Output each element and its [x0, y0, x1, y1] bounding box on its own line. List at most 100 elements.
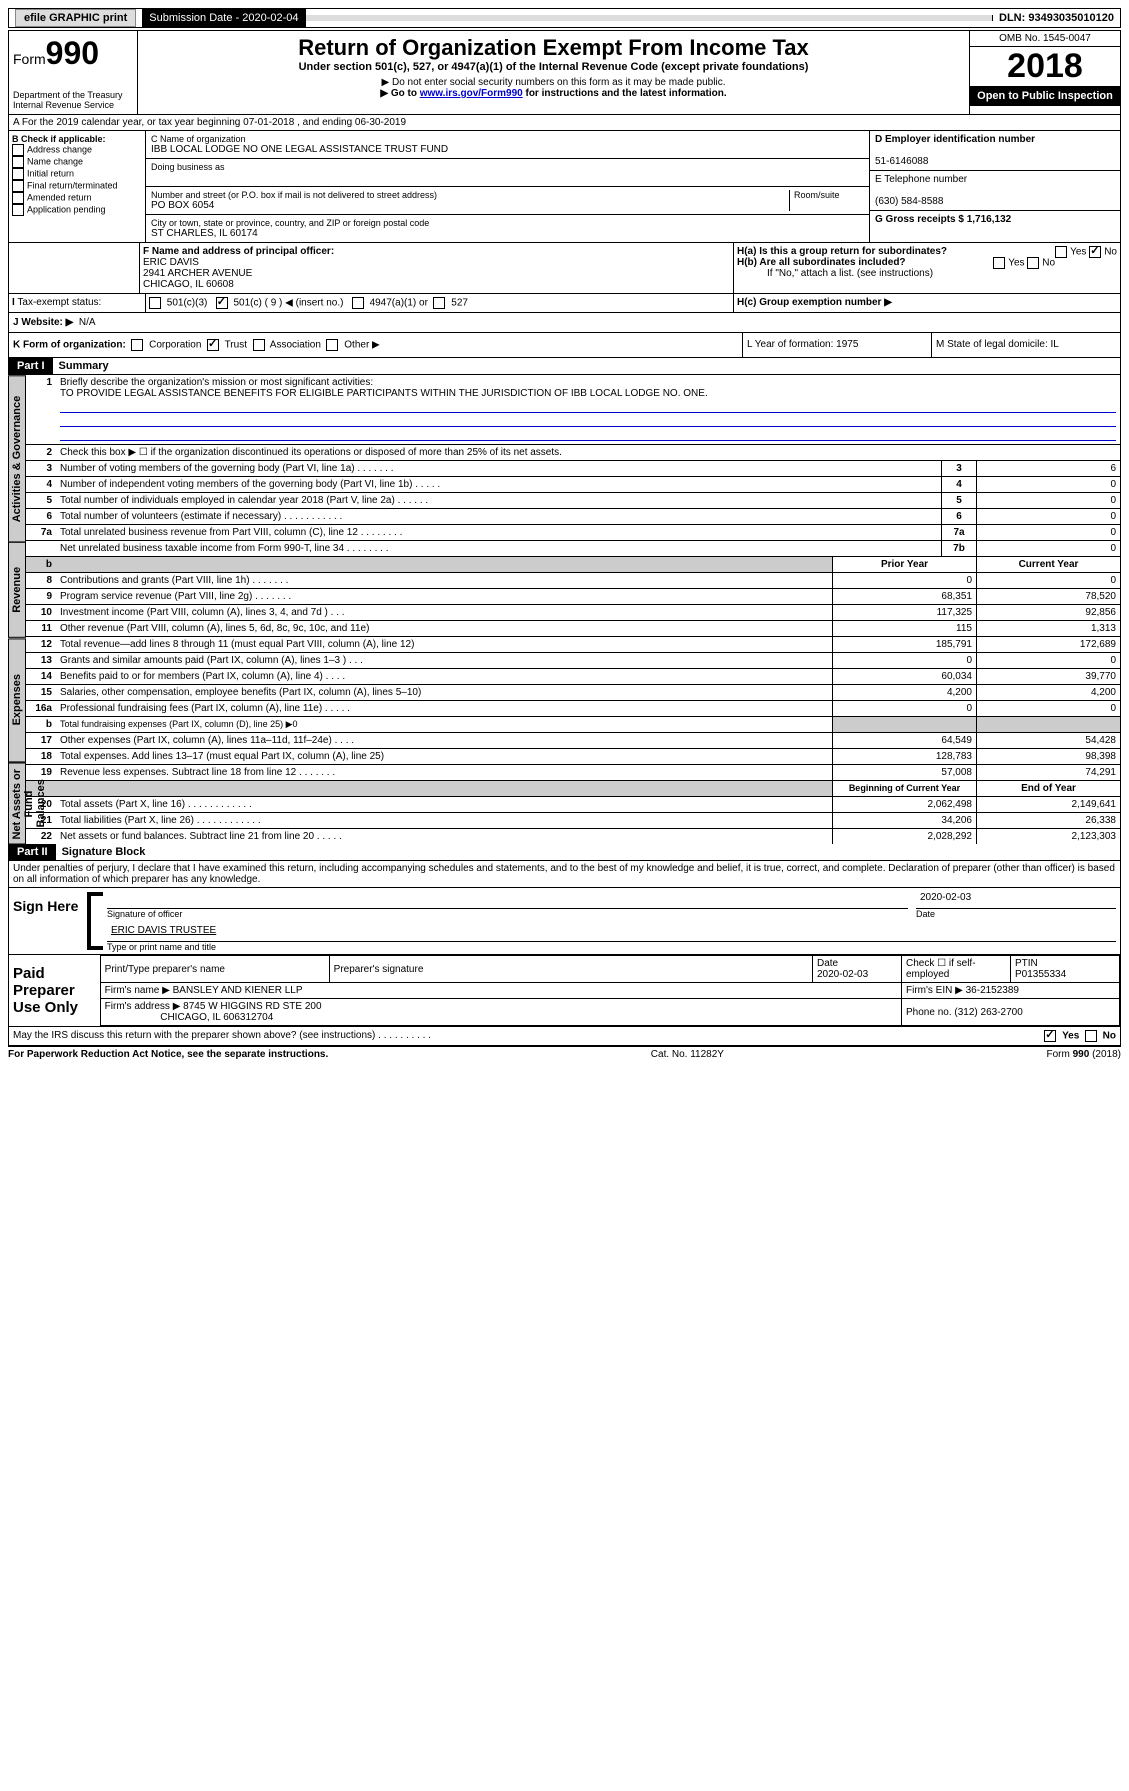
cb-527[interactable]: [433, 297, 445, 309]
cb-trust[interactable]: [207, 339, 219, 351]
cb-discuss-no[interactable]: [1085, 1030, 1097, 1042]
hb-no: No: [1042, 258, 1055, 269]
blank-line: [60, 400, 1116, 413]
discuss-row: May the IRS discuss this return with the…: [8, 1027, 1121, 1046]
line-17: 17Other expenses (Part IX, column (A), l…: [26, 732, 1120, 748]
pp-sig-h: Preparer's signature: [329, 956, 812, 983]
cb-hb-yes[interactable]: [993, 257, 1005, 269]
col-prior: Prior Year: [832, 557, 976, 572]
line-5: 5Total number of individuals employed in…: [26, 492, 1120, 508]
line-21: 21Total liabilities (Part X, line 26) . …: [26, 812, 1120, 828]
line-3: 3Number of voting members of the governi…: [26, 460, 1120, 476]
paid-preparer-block: Paid Preparer Use Only Print/Type prepar…: [8, 955, 1121, 1027]
sign-here-label: Sign Here: [9, 888, 87, 954]
line-20: 20Total assets (Part X, line 16) . . . .…: [26, 796, 1120, 812]
pp-date-v: 2020-02-03: [817, 969, 868, 980]
l-box: L Year of formation: 1975: [742, 333, 931, 357]
blank-line: [60, 428, 1116, 441]
cb-app-pending[interactable]: [12, 204, 24, 216]
header-left: Form990 Department of the Treasury Inter…: [9, 31, 138, 114]
row-klm: K Form of organization: Corporation Trus…: [8, 333, 1121, 358]
part2-title: Signature Block: [56, 844, 152, 860]
hc-label: H(c) Group exemption number ▶: [737, 297, 892, 308]
discuss-no: No: [1103, 1031, 1116, 1042]
tax-year: 2018: [970, 47, 1120, 86]
part1-title: Summary: [53, 358, 115, 374]
line1-desc: Briefly describe the organization's miss…: [56, 375, 1120, 444]
ha-yes: Yes: [1070, 247, 1086, 258]
vtab-netassets: Net Assets or Fund Balances: [8, 763, 26, 845]
dba-box: Doing business as: [146, 159, 869, 187]
form-word: Form: [13, 51, 46, 67]
tax-exempt-label: I Tax-exempt status:: [9, 294, 146, 312]
irs-link[interactable]: www.irs.gov/Form990: [420, 88, 523, 99]
row-i-hc: I Tax-exempt status: 501(c)(3) 501(c) ( …: [8, 294, 1121, 313]
cb-ha-no[interactable]: [1089, 246, 1101, 258]
pp-self-emp: Check ☐ if self-employed: [902, 956, 1011, 983]
ein-value: 51-6146088: [875, 156, 928, 167]
lbl-501c3: 501(c)(3): [167, 298, 208, 309]
lbl-assoc: Association: [270, 340, 321, 351]
cb-501c9[interactable]: [216, 297, 228, 309]
firm-phone-l: Phone no.: [906, 1007, 952, 1018]
sig-name-label: Type or print name and title: [107, 942, 1116, 952]
h-box: H(a) Is this a group return for subordin…: [734, 243, 1120, 293]
hb-row: H(b) Are all subordinates included? Yes …: [737, 257, 1117, 268]
cb-final-return[interactable]: [12, 180, 24, 192]
lbl-4947: 4947(a)(1) or: [370, 298, 428, 309]
lbl-initial: Initial return: [27, 168, 74, 178]
lbl-corp: Corporation: [149, 340, 201, 351]
dept-treasury: Department of the Treasury Internal Reve…: [13, 90, 133, 110]
cb-ha-yes[interactable]: [1055, 246, 1067, 258]
cb-discuss-yes[interactable]: [1044, 1030, 1056, 1042]
rev-header: b Prior Year Current Year: [26, 556, 1120, 572]
cb-initial-return[interactable]: [12, 168, 24, 180]
efile-btn[interactable]: efile GRAPHIC print: [15, 9, 136, 27]
cb-assoc[interactable]: [253, 339, 265, 351]
cb-4947[interactable]: [352, 297, 364, 309]
cb-corp[interactable]: [131, 339, 143, 351]
phone-value: (630) 584-8588: [875, 196, 943, 207]
lbl-501c9: 501(c) ( 9 ) ◀ (insert no.): [233, 298, 343, 309]
officer-addr1: 2941 ARCHER AVENUE: [143, 268, 252, 279]
form-header: Form990 Department of the Treasury Inter…: [8, 30, 1121, 115]
vtab-expenses: Expenses: [8, 638, 26, 762]
cb-name-change[interactable]: [12, 156, 24, 168]
goto-pre: ▶ Go to: [380, 88, 419, 99]
dln: DLN: 93493035010120: [993, 9, 1120, 27]
cb-other[interactable]: [326, 339, 338, 351]
cb-address-change[interactable]: [12, 144, 24, 156]
line-4: 4Number of independent voting members of…: [26, 476, 1120, 492]
org-name-box: C Name of organization IBB LOCAL LODGE N…: [146, 131, 869, 159]
phone-label: E Telephone number: [875, 174, 967, 185]
cb-amended[interactable]: [12, 192, 24, 204]
l2-desc: Check this box ▶ ☐ if the organization d…: [56, 445, 1120, 460]
open-public: Open to Public Inspection: [970, 86, 1120, 106]
cb-501c3[interactable]: [149, 297, 161, 309]
hb-note: If "No," attach a list. (see instruction…: [737, 268, 1117, 279]
line-16b: b Total fundraising expenses (Part IX, c…: [26, 716, 1120, 732]
discuss-yes: Yes: [1062, 1031, 1079, 1042]
sign-block: Sign Here Signature of officer 2020-02-0…: [8, 888, 1121, 955]
firm-name: BANSLEY AND KIENER LLP: [173, 985, 303, 996]
line-10: 10Investment income (Part VIII, column (…: [26, 604, 1120, 620]
entity-block: B Check if applicable: Address change Na…: [8, 131, 1121, 243]
city-value: ST CHARLES, IL 60174: [151, 228, 864, 239]
col-c-org: C Name of organization IBB LOCAL LODGE N…: [146, 131, 870, 242]
ha-no: No: [1104, 247, 1117, 258]
efile-label: efile GRAPHIC print: [9, 9, 143, 27]
sig-officer-label: Signature of officer: [107, 909, 908, 919]
goto-post: for instructions and the latest informat…: [523, 88, 727, 99]
line-1: 1 Briefly describe the organization's mi…: [26, 375, 1120, 444]
note-ssn: ▶ Do not enter social security numbers o…: [142, 77, 965, 88]
dba-label: Doing business as: [151, 162, 864, 172]
cb-hb-no[interactable]: [1027, 257, 1039, 269]
note-link: ▶ Go to www.irs.gov/Form990 for instruct…: [142, 88, 965, 99]
ha-row: H(a) Is this a group return for subordin…: [737, 246, 1117, 257]
firm-ein-l: Firm's EIN ▶: [906, 985, 963, 996]
sig-name: ERIC DAVIS TRUSTEE: [107, 923, 1116, 942]
paid-table: Print/Type preparer's name Preparer's si…: [100, 955, 1120, 1026]
line-8: 8Contributions and grants (Part VIII, li…: [26, 572, 1120, 588]
lbl-address-change: Address change: [27, 144, 92, 154]
website-label: J Website: ▶: [13, 317, 73, 328]
